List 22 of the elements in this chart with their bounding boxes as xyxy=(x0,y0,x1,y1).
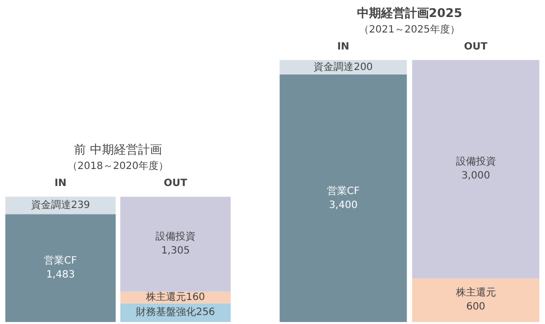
chart-subtitle: （2021～2025年度） xyxy=(359,24,460,36)
text: 資金調達239 xyxy=(30,200,90,211)
series-label: 設備投資 xyxy=(156,230,196,243)
series-label: 営業CF xyxy=(44,254,78,267)
data-label: 3,400 xyxy=(328,200,358,211)
chart-title: 中期経営計画2025 xyxy=(356,6,462,20)
data-label: 1,483 xyxy=(46,270,75,281)
chart-subtitle: （2018～2020年度） xyxy=(68,160,168,172)
data-label: 600 xyxy=(466,302,486,313)
series-label: 営業CF xyxy=(326,184,360,197)
text: 資金調達200 xyxy=(314,62,373,73)
data-label: 1,305 xyxy=(161,246,190,257)
series-label: 株主還元 xyxy=(454,286,496,299)
data-label: 3,000 xyxy=(461,170,490,182)
series-label: 設備投資 xyxy=(456,156,496,168)
text: 株主還元160 xyxy=(146,292,206,304)
x-tick-label: IN xyxy=(337,42,350,52)
x-tick-label: OUT xyxy=(164,178,188,190)
chart-title: 前 中期経営計画 xyxy=(74,142,162,157)
x-tick-label: IN xyxy=(54,178,67,190)
x-tick-label: OUT xyxy=(464,42,488,52)
text: 財務基盤強化256 xyxy=(136,307,216,318)
